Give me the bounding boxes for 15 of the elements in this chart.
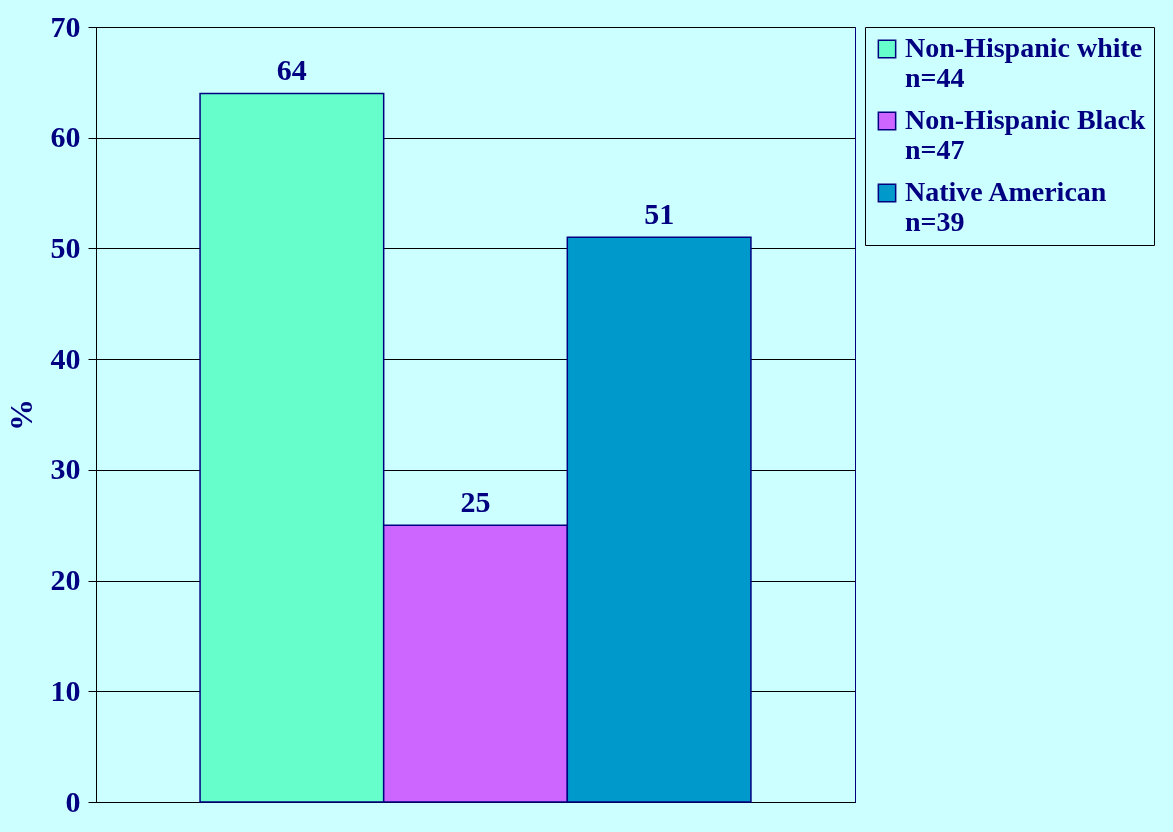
y-tick-label: 10 [50,673,81,707]
y-tick-label: 0 [65,784,81,818]
y-tick-label: 20 [50,563,81,597]
y-tick-label: 50 [50,230,81,264]
data-label: 51 [644,197,675,231]
y-tick-label: 70 [50,9,81,43]
y-tick-label: 40 [50,341,81,375]
y-tick-label: 30 [50,452,81,486]
legend-label: Native American n=39 [905,176,1107,237]
data-label: 64 [276,53,307,87]
data-label: 25 [460,485,491,519]
y-axis-title: % [2,399,39,431]
legend-label: Non-Hispanic white n=44 [905,32,1143,93]
y-tick-label: 60 [50,120,81,154]
legend-label: Non-Hispanic Black n=47 [905,104,1146,165]
